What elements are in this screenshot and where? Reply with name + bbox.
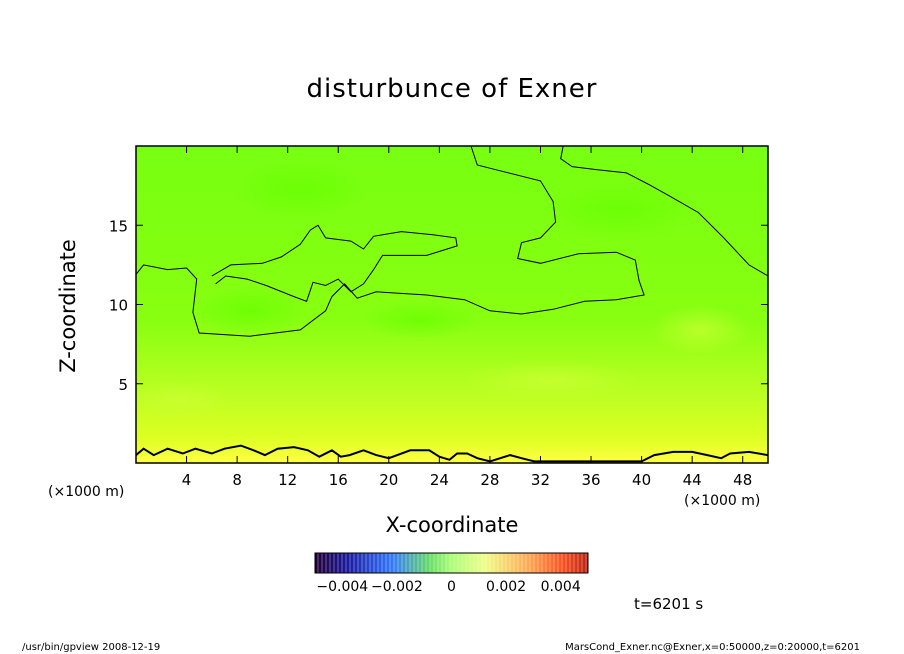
x-tick-label: 40: [632, 471, 651, 489]
time-label: t=6201 s: [634, 595, 704, 613]
colorbar-frame: [314, 552, 589, 574]
x-unit-label: (×1000 m): [684, 493, 761, 509]
colorbar-tick-label: 0.004: [541, 579, 581, 595]
x-tick-label: 48: [733, 471, 752, 489]
colorbar: [315, 553, 588, 573]
heatmap-blob: [190, 285, 310, 335]
x-tick-label: 12: [278, 471, 297, 489]
heatmap-blob: [460, 360, 640, 400]
y-tick-label: 5: [118, 376, 128, 394]
y-axis-label: Z-coordinate: [56, 239, 80, 373]
x-tick-label: 20: [379, 471, 398, 489]
heatmap-blob: [650, 305, 750, 355]
colorbar-tick-label: 0: [447, 579, 456, 595]
x-tick-label: 24: [430, 471, 449, 489]
x-tick-label: 44: [683, 471, 702, 489]
contour-line: [560, 146, 768, 277]
x-tick-label: 16: [329, 471, 348, 489]
footer-left: /usr/bin/gpview 2008-12-19: [22, 642, 161, 653]
colorbar-tick-label: 0.002: [486, 579, 526, 595]
colorbar-stripes: −0.004 −0.002 0 0.002 0.004: [316, 553, 587, 595]
footer-right: MarsCond_Exner.nc@Exner,x=0:50000,z=0:20…: [565, 642, 860, 653]
heatmap-blob: [540, 180, 700, 240]
colorbar-tick-label: −0.002: [371, 579, 423, 595]
heatmap-blob: [136, 380, 230, 420]
heatmap-blob: [230, 160, 370, 220]
x-tick-label: 36: [581, 471, 600, 489]
contour-line: [211, 224, 458, 302]
x-tick-label: 28: [480, 471, 499, 489]
y-tick-label: 10: [109, 297, 128, 315]
y-tick-label: 15: [109, 217, 128, 235]
x-tick-label: 8: [232, 471, 242, 489]
colorbar-tick-label: −0.004: [316, 579, 368, 595]
x-axis-label: X-coordinate: [385, 513, 519, 537]
heatmap-blob: [360, 300, 480, 340]
x-tick-label: 32: [531, 471, 550, 489]
x-tick-label: 4: [182, 471, 192, 489]
contour-line: [136, 146, 645, 337]
chart-title: disturbunce of Exner: [306, 74, 598, 104]
y-unit-label: (×1000 m): [48, 484, 125, 500]
